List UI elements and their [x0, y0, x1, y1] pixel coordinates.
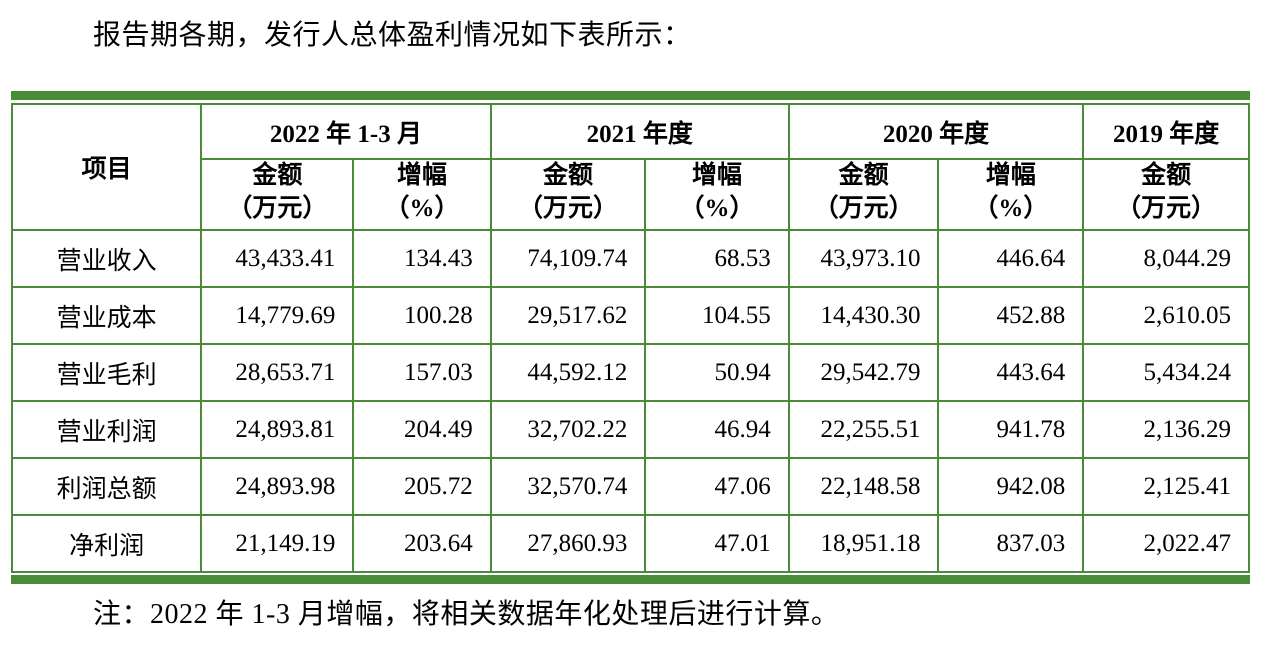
subheader-amount-2019: 金额 （万元） — [1082, 158, 1250, 231]
row-value-cell: 446.64 — [937, 229, 1085, 288]
row-value-cell: 203.64 — [352, 514, 492, 573]
row-value-cell: 24,893.81 — [200, 400, 355, 459]
row-value-cell: 29,517.62 — [489, 286, 647, 345]
row-value-cell: 22,148.58 — [787, 457, 940, 516]
table-row: 利润总额 24,893.98 205.72 32,570.74 47.06 22,148.… — [10, 457, 1250, 516]
row-value-cell: 2,610.05 — [1082, 286, 1250, 345]
row-value-cell: 47.01 — [644, 514, 790, 573]
subheader-growth-2022: 增幅 （%） — [352, 158, 492, 231]
header-sub-row: 金额 （万元） 增幅 （%） 金额 （万元） 增幅 （%） 金额 （万元） 增幅… — [12, 158, 1250, 231]
row-value-cell: 14,430.30 — [787, 286, 940, 345]
table-row: 营业成本 14,779.69 100.28 29,517.62 104.55 14,430… — [10, 286, 1250, 345]
row-value-cell: 941.78 — [937, 400, 1085, 459]
row-value-cell: 43,973.10 — [787, 229, 940, 288]
subheader-amount-2022: 金额 （万元） — [200, 158, 355, 231]
header-period-2021: 2021 年度 — [489, 103, 790, 160]
table-row: 营业收入 43,433.41 134.43 74,109.74 68.53 43,973.… — [10, 229, 1250, 288]
row-item-cell: 营业收入 — [10, 229, 203, 288]
subheader-growth-2020: 增幅 （%） — [937, 158, 1085, 231]
row-value-cell: 100.28 — [352, 286, 492, 345]
header-period-2020: 2020 年度 — [787, 103, 1085, 160]
row-value-cell: 5,434.24 — [1082, 343, 1250, 402]
row-value-cell: 24,893.98 — [200, 457, 355, 516]
row-value-cell: 27,860.93 — [489, 514, 647, 573]
header-period-2019: 2019 年度 — [1082, 103, 1250, 160]
row-value-cell: 942.08 — [937, 457, 1085, 516]
subheader-growth-2021: 增幅 （%） — [644, 158, 790, 231]
document-page: 报告期各期，发行人总体盈利情况如下表所示： 项目 2022 年 1-3 月 20… — [0, 17, 1262, 669]
table-row: 营业毛利 28,653.71 157.03 44,592.12 50.94 29,542.… — [10, 343, 1250, 402]
row-value-cell: 157.03 — [352, 343, 492, 402]
row-value-cell: 18,951.18 — [787, 514, 940, 573]
row-value-cell: 837.03 — [937, 514, 1085, 573]
row-value-cell: 134.43 — [352, 229, 492, 288]
row-value-cell: 74,109.74 — [489, 229, 647, 288]
row-value-cell: 21,149.19 — [200, 514, 355, 573]
header-period-row: 项目 2022 年 1-3 月 2021 年度 2020 年度 2019 年度 — [10, 103, 1250, 231]
row-value-cell: 2,136.29 — [1082, 400, 1250, 459]
row-value-cell: 204.49 — [352, 400, 492, 459]
row-value-cell: 32,702.22 — [489, 400, 647, 459]
row-value-cell: 28,653.71 — [200, 343, 355, 402]
header-period-2022: 2022 年 1-3 月 — [200, 103, 492, 160]
row-value-cell: 2,125.41 — [1082, 457, 1250, 516]
subheader-amount-2021: 金额 （万元） — [489, 158, 647, 231]
row-item-cell: 营业利润 — [10, 400, 203, 459]
row-value-cell: 443.64 — [937, 343, 1085, 402]
row-item-cell: 营业成本 — [10, 286, 203, 345]
row-item-cell: 净利润 — [10, 514, 203, 573]
row-value-cell: 47.06 — [644, 457, 790, 516]
row-item-cell: 利润总额 — [10, 457, 203, 516]
profit-table-block: 项目 2022 年 1-3 月 2021 年度 2020 年度 2019 年度 … — [10, 91, 1250, 584]
footnote-text: 注：2022 年 1-3 月增幅，将相关数据年化处理后进行计算。 — [93, 599, 840, 630]
table-bottom-bar — [11, 575, 1250, 584]
row-value-cell: 32,570.74 — [489, 457, 647, 516]
row-value-cell: 29,542.79 — [787, 343, 940, 402]
row-value-cell: 50.94 — [644, 343, 790, 402]
row-value-cell: 205.72 — [352, 457, 492, 516]
row-value-cell: 68.53 — [644, 229, 790, 288]
table-row: 营业利润 24,893.81 204.49 32,702.22 46.94 22,255.… — [10, 400, 1250, 459]
row-value-cell: 46.94 — [644, 400, 790, 459]
intro-text: 报告期各期，发行人总体盈利情况如下表所示： — [93, 20, 692, 51]
subheader-amount-2020: 金额 （万元） — [787, 158, 940, 231]
row-value-cell: 22,255.51 — [787, 400, 940, 459]
row-value-cell: 452.88 — [937, 286, 1085, 345]
row-item-cell: 营业毛利 — [10, 343, 203, 402]
row-value-cell: 2,022.47 — [1082, 514, 1250, 573]
row-value-cell: 14,779.69 — [200, 286, 355, 345]
header-item-column: 项目 — [10, 103, 203, 231]
table-row: 净利润 21,149.19 203.64 27,860.93 47.01 18,951.1… — [10, 514, 1250, 573]
row-value-cell: 104.55 — [644, 286, 790, 345]
row-value-cell: 43,433.41 — [200, 229, 355, 288]
profit-summary-table: 项目 2022 年 1-3 月 2021 年度 2020 年度 2019 年度 … — [10, 103, 1250, 573]
row-value-cell: 8,044.29 — [1082, 229, 1250, 288]
row-value-cell: 44,592.12 — [489, 343, 647, 402]
table-top-bar — [11, 91, 1250, 100]
